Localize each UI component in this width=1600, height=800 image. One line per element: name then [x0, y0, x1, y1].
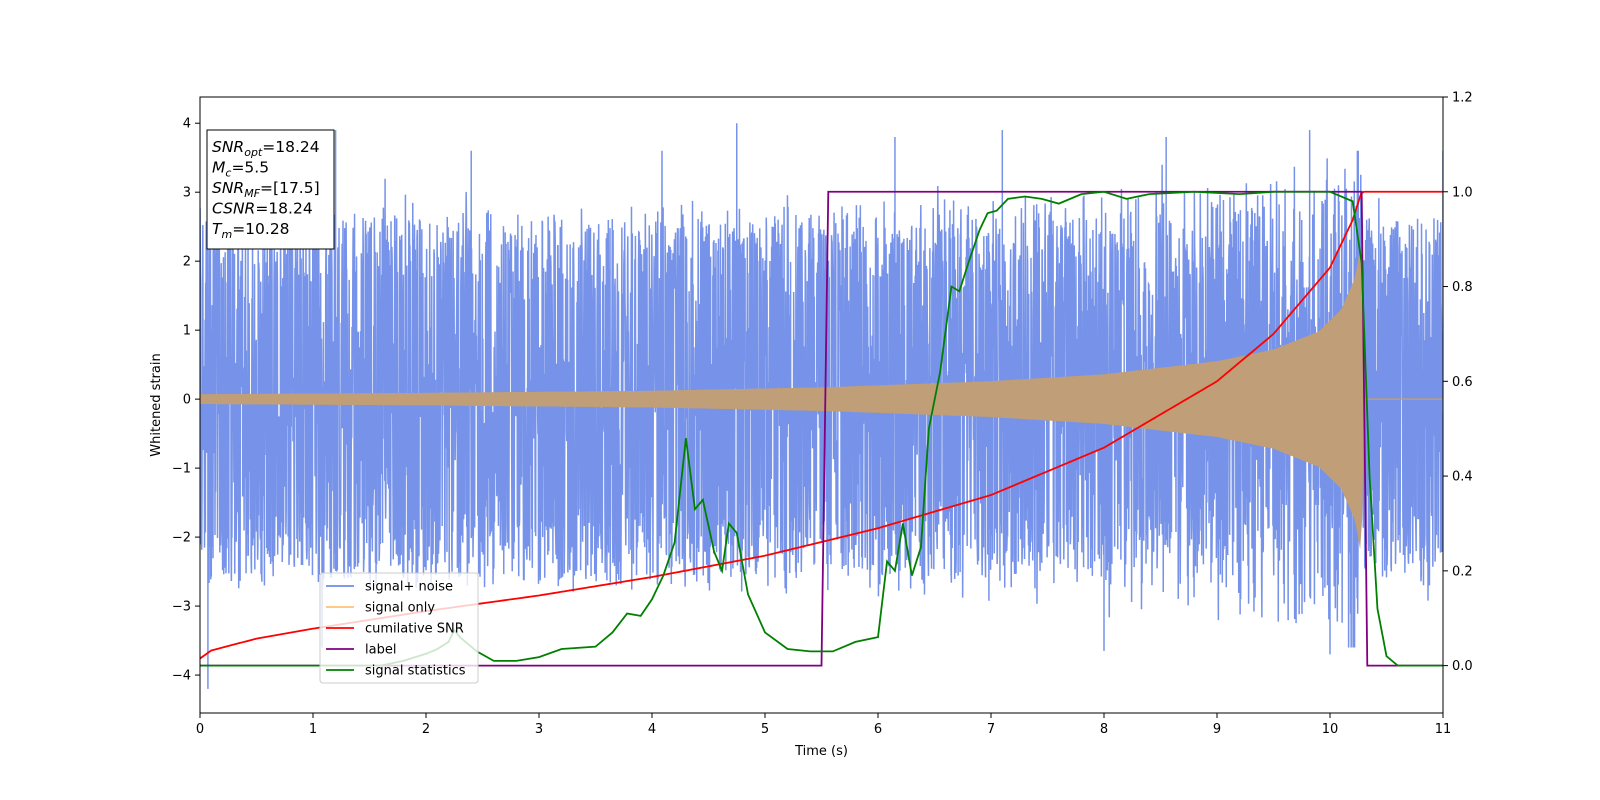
y2-tick-label: 1.2 — [1452, 91, 1473, 106]
x-tick-label: 2 — [422, 722, 430, 737]
series-label-line — [200, 190, 1443, 667]
x-tick-label: 3 — [535, 722, 543, 737]
y-axis-title: Whitened strain — [149, 353, 164, 456]
y2-tick-label: 0.4 — [1452, 470, 1473, 485]
x-tick-label: 4 — [648, 722, 656, 737]
y-tick-label: 1 — [183, 324, 191, 339]
y2-tick-label: 0.2 — [1452, 564, 1473, 579]
plot-frame — [199, 96, 1444, 714]
y2-tick-label: 0.6 — [1452, 375, 1473, 390]
axes: 0 1 2 3 4 5 6 7 8 9 10 11 −4 −3 −2 −1 0 1 2 3 4 0.0 0.2 0.4 0.6 0… — [172, 91, 1473, 738]
x-tick-label: 7 — [987, 722, 995, 737]
legend: signal+ noise signal only cumilative SNR la… — [319, 572, 479, 684]
y-tick-label: −2 — [172, 531, 191, 546]
y-tick-label: −3 — [172, 600, 191, 615]
y2-tick-label: 0.8 — [1452, 280, 1473, 295]
y-tick-label: −4 — [172, 669, 191, 684]
legend-label: signal only — [365, 601, 435, 616]
y-tick-label: −1 — [172, 462, 191, 477]
series-signal-only-line — [200, 386, 834, 412]
legend-frame — [319, 572, 479, 684]
y-tick-label: 0 — [183, 393, 191, 408]
legend-label: signal statistics — [365, 664, 466, 679]
x-tick-label: 0 — [196, 722, 204, 737]
x-tick-label: 9 — [1213, 722, 1221, 737]
legend-label: signal+ noise — [365, 580, 453, 595]
y-tick-label: 2 — [183, 255, 191, 270]
x-tick-label: 6 — [874, 722, 882, 737]
annotation-line: Tm=10.28 — [212, 220, 290, 241]
annotation-line: SNRMF=[17.5] — [212, 179, 320, 200]
series-signal-statistics-line — [200, 190, 1443, 667]
legend-label: label — [365, 643, 396, 658]
annotation-line: Mc=5.5 — [212, 159, 269, 180]
y2-tick-label: 0.0 — [1452, 659, 1473, 674]
legend-label: cumilative SNR — [365, 622, 464, 637]
annotation-line: CSNR=18.24 — [212, 200, 313, 218]
y-tick-label: 4 — [183, 117, 191, 132]
x-tick-label: 8 — [1100, 722, 1108, 737]
x-axis-title: Time (s) — [794, 744, 848, 759]
snr-annotation-box: SNRopt=18.24Mc=5.5SNRMF=[17.5]CSNR=18.24… — [206, 129, 335, 250]
x-tick-label: 5 — [761, 722, 769, 737]
annotation-box-frame — [206, 129, 335, 250]
x-tick-label: 11 — [1435, 722, 1452, 737]
x-tick-label: 1 — [309, 722, 317, 737]
y-tick-label: 3 — [183, 186, 191, 201]
series-signal-noise-line — [200, 123, 1443, 689]
x-tick-label: 10 — [1322, 722, 1339, 737]
annotation-line: SNRopt=18.24 — [212, 138, 320, 159]
y2-tick-label: 1.0 — [1452, 185, 1473, 200]
